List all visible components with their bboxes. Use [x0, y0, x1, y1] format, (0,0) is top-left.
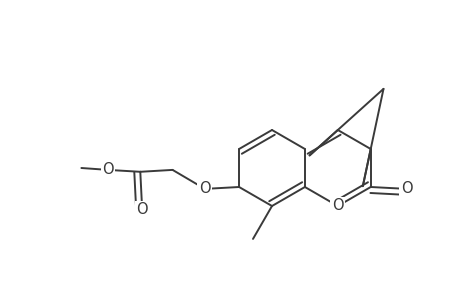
Text: O: O	[136, 202, 148, 217]
Text: O: O	[199, 182, 210, 196]
Text: O: O	[400, 182, 412, 196]
Text: O: O	[102, 162, 113, 177]
Text: O: O	[331, 199, 343, 214]
